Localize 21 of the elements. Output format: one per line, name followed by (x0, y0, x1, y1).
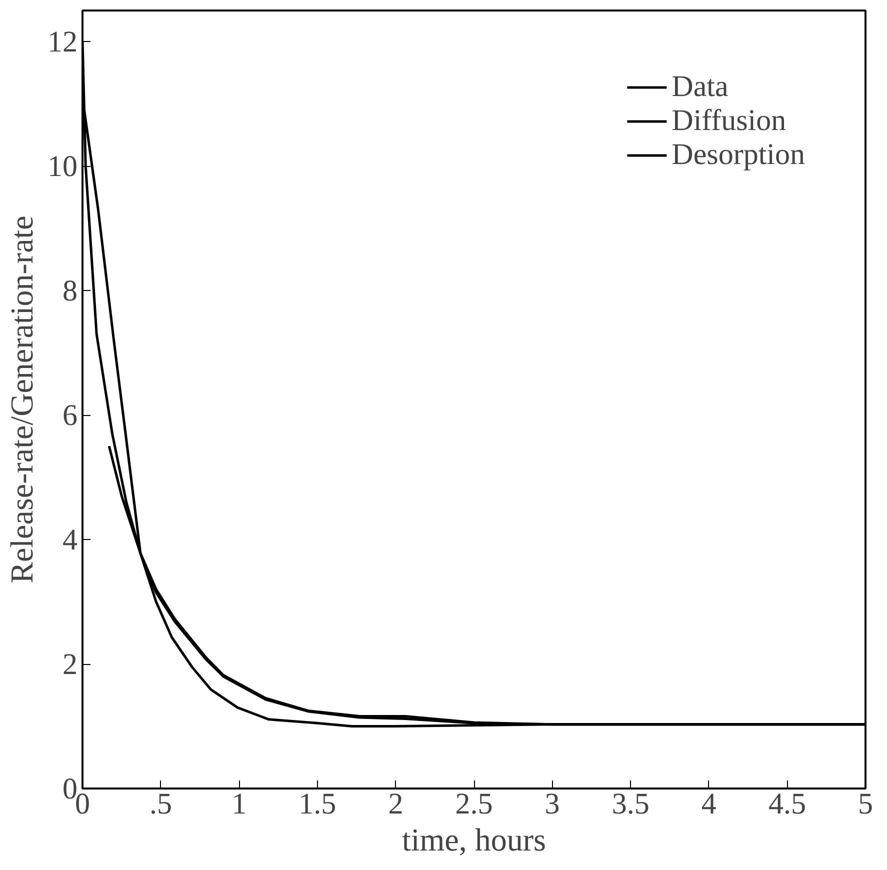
legend-label: Desorption (672, 138, 805, 172)
x-tick-label: 1 (232, 788, 247, 820)
x-tick-label: .5 (150, 788, 172, 820)
y-tick-label: 10 (48, 150, 78, 184)
x-tick-label: 5 (858, 788, 873, 820)
y-tick-label: 12 (48, 26, 78, 59)
y-tick-label: 2 (62, 648, 78, 682)
x-tick-label: 2.5 (455, 788, 493, 820)
x-tick-label: 1.5 (298, 788, 336, 820)
y-tick-label: 4 (62, 524, 78, 557)
x-axis-title: time, hours (402, 822, 546, 858)
x-tick-label: 3 (544, 788, 560, 820)
y-axis-title: Release-rate/Generation-rate (4, 216, 40, 584)
x-tick-label: 4.5 (768, 788, 806, 820)
legend-label: Diffusion (672, 104, 786, 138)
x-tick-label: 3.5 (612, 788, 650, 820)
x-tick-label: 2 (388, 788, 404, 820)
x-tick-label: 4 (701, 788, 716, 820)
y-tick-label: 8 (62, 274, 78, 308)
legend-label: Data (672, 70, 728, 104)
y-tick-label: 6 (62, 399, 78, 432)
